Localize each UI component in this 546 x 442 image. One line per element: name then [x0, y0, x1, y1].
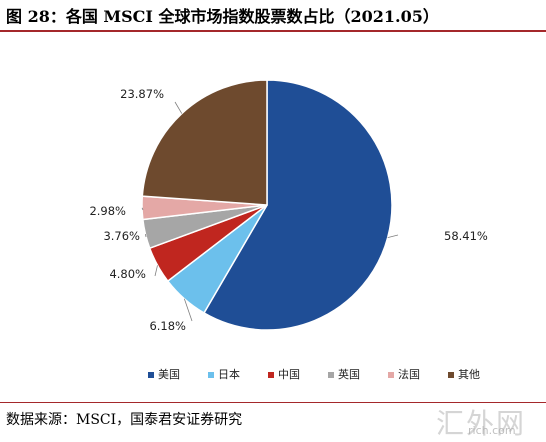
legend-swatch-5: [448, 372, 454, 378]
legend-label-5: 其他: [458, 368, 480, 381]
legend-swatch-4: [388, 372, 394, 378]
watermark-text: 汇外网: [436, 407, 527, 440]
legend-item-4: 法国: [388, 367, 420, 381]
slice-label-1: 6.18%: [149, 319, 186, 333]
pie-chart: 58.41% 6.18% 4.80% 3.76% 2.98% 23.87% 美国 日本 中国 英国…: [89, 79, 488, 381]
slice-label-0: 58.41%: [444, 229, 488, 243]
legend-item-3: 英国: [328, 367, 360, 381]
legend-label-3: 英国: [338, 367, 360, 381]
legend-item-5: 其他: [448, 368, 480, 381]
legend-item-2: 中国: [268, 368, 300, 381]
legend-item-1: 日本: [208, 367, 240, 381]
figure-title: 图 28：各国 MSCI 全球市场指数股票数占比（2021.05）: [6, 7, 439, 26]
source-note: 数据来源：MSCI，国泰君安证券研究: [6, 412, 243, 428]
legend-swatch-2: [268, 372, 274, 378]
slice-label-2: 4.80%: [109, 267, 146, 281]
watermark-sub: rich.com: [468, 424, 516, 437]
footer-rule: [0, 402, 546, 403]
leader-line-1: [183, 298, 193, 322]
legend-swatch-3: [328, 372, 334, 378]
slice-label-5: 23.87%: [120, 87, 164, 101]
legend-label-4: 法国: [398, 367, 420, 381]
legend-item-0: 美国: [148, 368, 180, 381]
legend-label-2: 中国: [278, 368, 300, 381]
leader-line-4: [141, 207, 144, 211]
slice-label-3: 3.76%: [103, 229, 140, 243]
title-rule: [0, 30, 546, 32]
leader-line-5: [174, 101, 183, 114]
slice-label-4: 2.98%: [89, 204, 126, 218]
leader-line-0: [387, 234, 399, 239]
leader-line-2: [154, 265, 158, 277]
legend-label-0: 美国: [158, 368, 180, 381]
legend-label-1: 日本: [218, 367, 240, 381]
legend-swatch-1: [208, 372, 214, 378]
pie-slice-5: [141, 79, 268, 206]
legend-swatch-0: [148, 372, 154, 378]
leader-line-3: [145, 233, 147, 238]
